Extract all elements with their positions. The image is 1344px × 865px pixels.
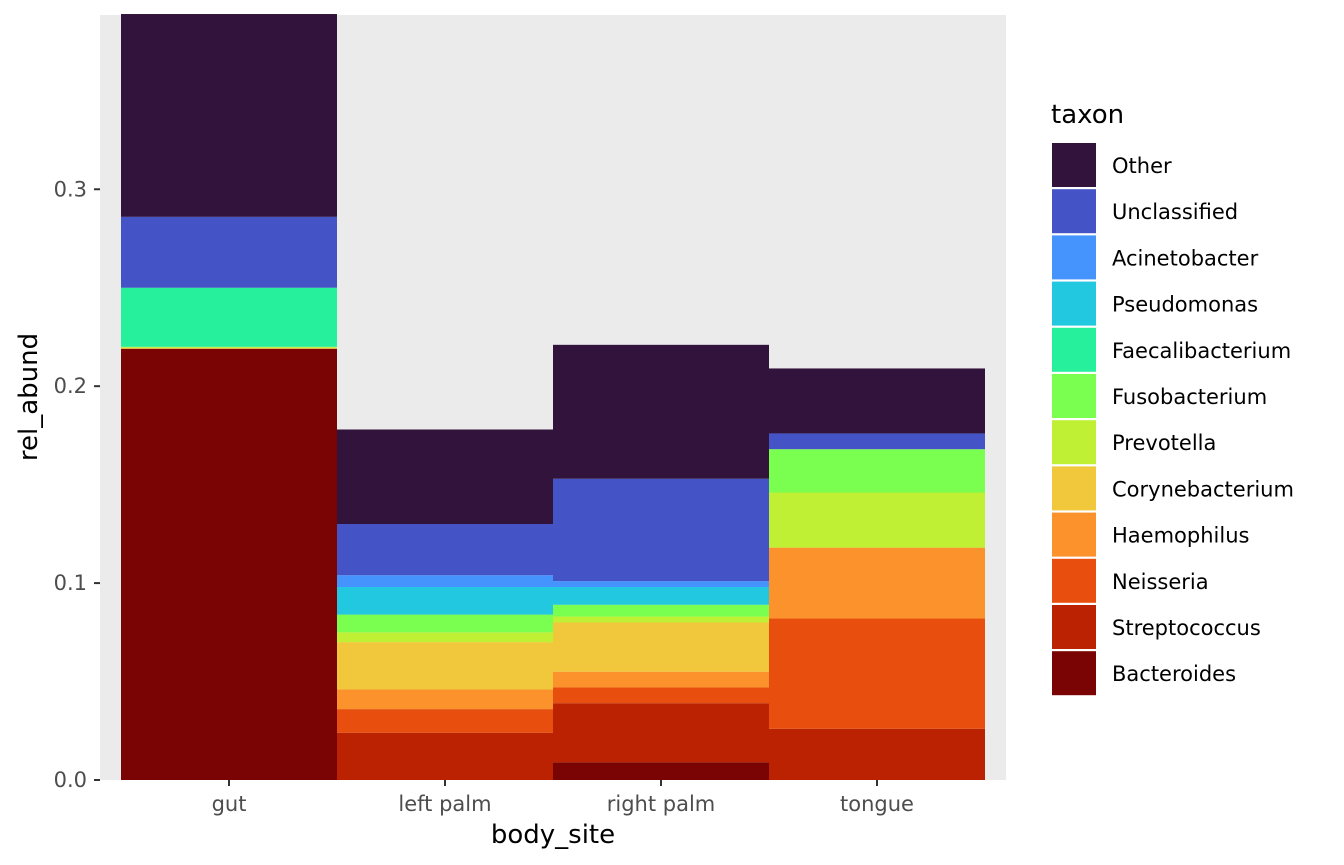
x-tick-label: left palm <box>398 792 491 816</box>
legend-label-pseudomonas: Pseudomonas <box>1112 293 1258 317</box>
bar-segment-right-palm-neisseria <box>553 687 769 704</box>
legend: Other Unclassified Acinetobacter Pseudomona… <box>1052 143 1294 696</box>
bar-segment-left-palm-haemophilus <box>337 689 553 710</box>
bar-segment-right-palm-bacteroides <box>553 762 769 780</box>
bar-segment-left-palm-unclassified <box>337 524 553 576</box>
legend-label-haemophilus: Haemophilus <box>1112 524 1249 548</box>
bar-segment-tongue-other <box>769 368 985 434</box>
bar-segment-tongue-neisseria <box>769 618 985 729</box>
bar-segment-gut-bacteroides <box>121 348 337 780</box>
legend-label-bacteroides: Bacteroides <box>1112 662 1236 686</box>
y-tick-label: 0.1 <box>54 571 87 595</box>
bar-segment-right-palm-streptococcus <box>553 703 769 763</box>
legend-label-unclassified: Unclassified <box>1112 200 1238 224</box>
legend-key-pseudomonas <box>1052 281 1096 326</box>
bar-segment-tongue-unclassified <box>769 433 985 450</box>
bar-segment-gut-other <box>121 14 337 217</box>
legend-label-other: Other <box>1112 154 1172 178</box>
legend-key-haemophilus <box>1052 512 1096 557</box>
legend-label-acinetobacter: Acinetobacter <box>1112 246 1259 270</box>
bar-segment-left-palm-pseudomonas <box>337 587 553 615</box>
legend-key-bacteroides <box>1052 651 1096 696</box>
legend-key-prevotella <box>1052 420 1096 465</box>
bar-segment-left-palm-corynebacterium <box>337 642 553 690</box>
bars-layer <box>121 14 985 780</box>
bar-segment-right-palm-acinetobacter <box>553 581 769 588</box>
bar-segment-left-palm-prevotella <box>337 632 553 643</box>
axes-layer: 0.0 0.1 0.2 0.3 gut left palm right palm tongue <box>54 177 914 816</box>
legend-label-streptococcus: Streptococcus <box>1112 616 1261 640</box>
bar-segment-gut-corynebacterium <box>121 347 337 349</box>
legend-key-corynebacterium <box>1052 466 1096 511</box>
bar-segment-right-palm-corynebacterium <box>553 622 769 672</box>
bar-segment-right-palm-unclassified <box>553 478 769 582</box>
bar-segment-right-palm-pseudomonas <box>553 587 769 605</box>
y-axis-title: rel_abund <box>14 333 44 461</box>
bar-segment-gut-faecalibacterium <box>121 287 337 347</box>
x-tick-label: gut <box>212 792 247 816</box>
legend-label-fusobacterium: Fusobacterium <box>1112 385 1267 409</box>
legend-label-corynebacterium: Corynebacterium <box>1112 477 1294 501</box>
legend-key-neisseria <box>1052 558 1096 603</box>
bar-segment-tongue-streptococcus <box>769 728 985 780</box>
bar-segment-tongue-haemophilus <box>769 547 985 619</box>
legend-title: taxon <box>1051 100 1124 130</box>
y-tick-label: 0.3 <box>54 177 87 201</box>
legend-label-prevotella: Prevotella <box>1112 431 1216 455</box>
legend-label-faecalibacterium: Faecalibacterium <box>1112 339 1291 363</box>
bar-segment-left-palm-fusobacterium <box>337 614 553 633</box>
x-tick-label: right palm <box>607 792 716 816</box>
bar-segment-gut-prevotella <box>121 346 337 348</box>
bar-segment-right-palm-other <box>553 344 769 479</box>
bar-segment-left-palm-neisseria <box>337 709 553 733</box>
x-tick-label: tongue <box>840 792 914 816</box>
y-tick-label: 0.0 <box>54 768 87 792</box>
bar-segment-right-palm-prevotella <box>553 616 769 623</box>
y-tick-label: 0.2 <box>54 374 87 398</box>
legend-key-acinetobacter <box>1052 235 1096 280</box>
bar-segment-left-palm-acinetobacter <box>337 575 553 588</box>
legend-key-faecalibacterium <box>1052 327 1096 372</box>
bar-segment-left-palm-other <box>337 429 553 525</box>
legend-key-unclassified <box>1052 189 1096 234</box>
legend-label-neisseria: Neisseria <box>1112 570 1209 594</box>
legend-key-other <box>1052 143 1096 187</box>
bar-segment-tongue-fusobacterium <box>769 449 985 493</box>
bar-segment-tongue-prevotella <box>769 492 985 548</box>
bar-segment-left-palm-streptococcus <box>337 732 553 780</box>
legend-key-streptococcus <box>1052 605 1096 649</box>
legend-key-fusobacterium <box>1052 374 1096 418</box>
bar-segment-gut-unclassified <box>121 216 337 288</box>
x-axis-title: body_site <box>491 820 615 850</box>
bar-segment-right-palm-fusobacterium <box>553 604 769 617</box>
bar-segment-right-palm-haemophilus <box>553 671 769 688</box>
